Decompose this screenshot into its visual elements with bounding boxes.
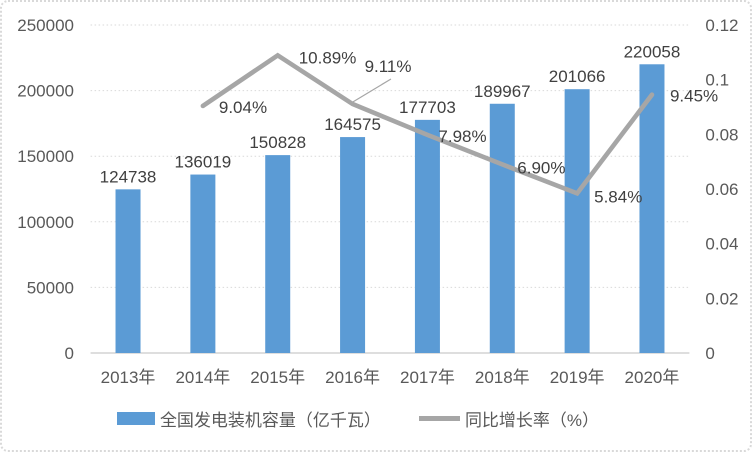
left-axis-tick-150000: 150000	[17, 147, 74, 166]
right-axis-tick-0.04: 0.04	[705, 235, 738, 254]
right-axis-tick-0.08: 0.08	[705, 125, 738, 144]
bar-label-2018年: 189967	[474, 82, 531, 101]
right-axis-tick-0.06: 0.06	[705, 180, 738, 199]
bar-label-2015年: 150828	[249, 133, 306, 152]
bar-label-2013年: 124738	[100, 167, 157, 186]
x-axis-label-2016年: 2016年	[325, 368, 380, 387]
bar-2015年	[265, 155, 291, 353]
label-leader-line	[351, 78, 392, 104]
left-axis-tick-250000: 250000	[17, 16, 74, 35]
bar-2014年	[190, 174, 216, 353]
x-axis-label-2020年: 2020年	[625, 368, 680, 387]
x-axis-label-2019年: 2019年	[550, 368, 605, 387]
line-label-2017年: 7.98%	[438, 127, 486, 146]
legend-label-capacity: 全国发电装机容量（亿千瓦）	[159, 411, 381, 430]
right-axis-tick-0.1: 0.1	[705, 71, 729, 90]
bar-label-2017年: 177703	[399, 98, 456, 117]
bar-2020年	[639, 64, 665, 353]
chart-legend: 全国发电装机容量（亿千瓦） 同比增长率（%）	[2, 406, 714, 431]
left-axis-tick-100000: 100000	[17, 213, 74, 232]
left-axis-tick-0: 0	[65, 344, 74, 363]
line-label-2014年: 9.04%	[219, 98, 267, 117]
legend-item-growth: 同比增长率（%）	[418, 406, 600, 431]
line-label-2015年: 10.89%	[299, 48, 357, 67]
line-label-2016年: 9.11%	[365, 57, 412, 76]
left-axis-tick-50000: 50000	[27, 278, 74, 297]
line-label-2020年: 9.45%	[670, 87, 718, 106]
line-series-swatch-icon	[418, 416, 460, 421]
left-axis-tick-200000: 200000	[17, 82, 74, 101]
bar-series-swatch-icon	[116, 412, 155, 425]
growth-rate-line	[200, 52, 655, 197]
right-axis-tick-0: 0	[705, 344, 714, 363]
bar-label-2014年: 136019	[175, 153, 232, 172]
bar-2013年	[115, 189, 141, 353]
line-label-2018年: 6.90%	[517, 158, 565, 177]
bar-2019年	[564, 89, 590, 353]
bar-2016年	[340, 137, 366, 353]
x-axis-label-2017年: 2017年	[400, 368, 455, 387]
x-axis-label-2015年: 2015年	[250, 368, 305, 387]
right-axis-tick-0.12: 0.12	[705, 16, 738, 35]
line-label-2019年: 5.84%	[594, 187, 642, 206]
bar-2018年	[489, 103, 515, 353]
x-axis-label-2014年: 2014年	[175, 368, 230, 387]
legend-item-capacity: 全国发电装机容量（亿千瓦）	[116, 406, 381, 431]
bar-label-2019年: 201066	[549, 67, 606, 86]
x-axis-label-2018年: 2018年	[475, 368, 530, 387]
bar-2017年	[414, 119, 440, 353]
legend-label-growth: 同比增长率（%）	[464, 411, 600, 430]
bar-label-2016年: 164575	[324, 115, 381, 134]
right-axis-tick-0.02: 0.02	[705, 289, 738, 308]
x-axis-label-2013年: 2013年	[101, 368, 156, 387]
bar-label-2020年: 220058	[624, 42, 681, 61]
